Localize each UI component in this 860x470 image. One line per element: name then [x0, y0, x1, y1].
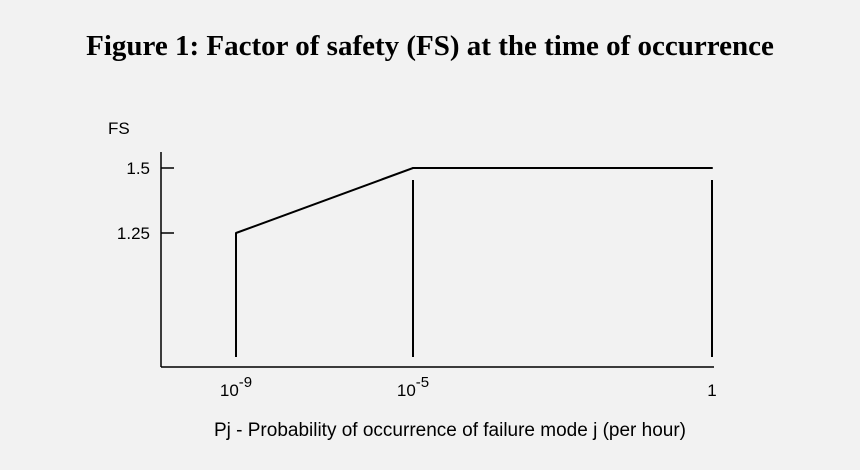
x-axis-label: Pj - Probability of occurrence of failur…: [214, 420, 686, 441]
x-tick-label-0: 10-9: [220, 374, 252, 400]
x-tick-label-2: 1: [707, 381, 716, 400]
series-line-0: [235, 167, 712, 234]
y-tick-label-1: 1.5: [126, 159, 150, 178]
x-tick-label-1: 10-5: [397, 374, 429, 400]
y-tick-label-0: 1.25: [117, 224, 150, 243]
data-point-0-2: [711, 167, 713, 169]
data-point-0-1: [412, 167, 414, 169]
figure-title: Figure 1: Factor of safety (FS) at the t…: [86, 30, 774, 62]
data-point-0-0: [235, 232, 237, 234]
y-axis-label: FS: [108, 119, 130, 138]
